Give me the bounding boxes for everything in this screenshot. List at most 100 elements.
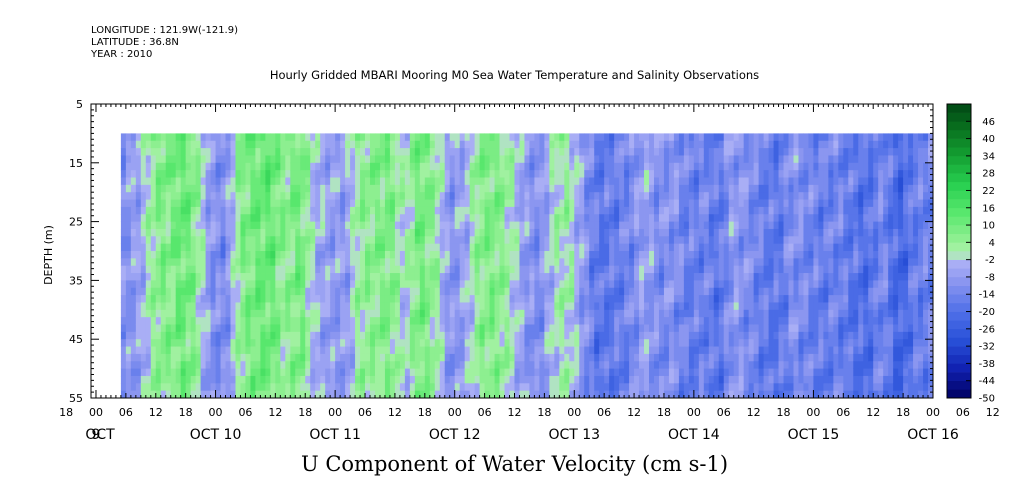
heatmap-cell	[604, 346, 610, 355]
heatmap-cell	[240, 251, 246, 259]
heatmap-cell	[275, 353, 281, 362]
heatmap-cell	[549, 273, 555, 281]
heatmap-cell	[315, 346, 321, 355]
heatmap-cell	[200, 280, 206, 289]
heatmap-cell	[225, 133, 231, 142]
heatmap-cell	[220, 221, 226, 230]
heatmap-cell	[718, 140, 725, 149]
heatmap-cell	[454, 251, 461, 259]
heatmap-cell	[205, 331, 211, 340]
heatmap-cell	[200, 324, 206, 333]
heatmap-cell	[409, 280, 416, 289]
heatmap-cell	[474, 251, 481, 259]
heatmap-cell	[783, 170, 789, 178]
heatmap-cell	[444, 390, 451, 399]
heatmap-cell	[544, 390, 550, 399]
heatmap-cell	[634, 273, 640, 281]
heatmap-cell	[653, 184, 660, 193]
heatmap-cell	[594, 265, 600, 274]
heatmap-cell	[629, 199, 635, 208]
heatmap-cell	[370, 170, 376, 178]
heatmap-cell	[544, 155, 550, 164]
heatmap-cell	[379, 265, 386, 274]
heatmap-cell	[663, 339, 670, 347]
heatmap-cell	[803, 324, 809, 333]
heatmap-cell	[190, 206, 197, 215]
heatmap-cell	[474, 162, 481, 171]
heatmap-cell	[350, 339, 356, 347]
heatmap-cell	[738, 280, 745, 289]
heatmap-cell	[350, 155, 356, 164]
heatmap-cell	[494, 383, 500, 392]
heatmap-cell	[409, 287, 416, 296]
heatmap-cell	[649, 155, 655, 164]
heatmap-cell	[763, 346, 769, 355]
heatmap-cell	[728, 214, 735, 222]
heatmap-cell	[315, 258, 321, 267]
heatmap-cell	[579, 309, 585, 318]
heatmap-cell	[509, 280, 515, 289]
heatmap-cell	[160, 295, 167, 303]
heatmap-cell	[125, 339, 132, 347]
heatmap-cell	[783, 265, 789, 274]
heatmap-cell	[683, 206, 690, 215]
heatmap-cell	[215, 206, 221, 215]
heatmap-cell	[399, 317, 406, 325]
heatmap-cell	[310, 199, 316, 208]
heatmap-cell	[499, 133, 505, 142]
heatmap-cell	[673, 184, 680, 193]
heatmap-cell	[539, 192, 545, 200]
heatmap-cell	[384, 162, 391, 171]
heatmap-cell	[753, 383, 760, 392]
heatmap-cell	[300, 383, 306, 392]
heatmap-cell	[629, 375, 635, 384]
heatmap-cell	[355, 324, 361, 333]
heatmap-cell	[668, 273, 675, 281]
heatmap-cell	[190, 170, 197, 178]
heatmap-cell	[639, 317, 645, 325]
heatmap-cell	[469, 324, 476, 333]
heatmap-cell	[609, 361, 615, 369]
heatmap-cell	[345, 287, 351, 296]
heatmap-cell	[763, 192, 769, 200]
heatmap-cell	[454, 346, 461, 355]
heatmap-cell	[360, 251, 366, 259]
heatmap-cell	[798, 155, 804, 164]
heatmap-cell	[255, 243, 261, 252]
heatmap-cell	[703, 383, 710, 392]
heatmap-cell	[444, 140, 451, 149]
heatmap-cell	[429, 273, 436, 281]
heatmap-cell	[135, 206, 142, 215]
heatmap-cell	[753, 346, 760, 355]
heatmap-cell	[130, 236, 137, 245]
heatmap-cell	[270, 148, 276, 156]
heatmap-cell	[479, 287, 485, 296]
heatmap-cell	[788, 177, 794, 186]
heatmap-cell	[414, 170, 421, 178]
heatmap-cell	[444, 236, 451, 245]
heatmap-cell	[260, 339, 266, 347]
heatmap-cell	[394, 199, 401, 208]
heatmap-cell	[180, 199, 187, 208]
heatmap-cell	[409, 133, 416, 142]
heatmap-cell	[708, 184, 715, 193]
heatmap-cell	[783, 148, 789, 156]
heatmap-cell	[534, 361, 540, 369]
heatmap-cell	[464, 170, 471, 178]
heatmap-cell	[668, 133, 675, 142]
heatmap-cell	[360, 206, 366, 215]
heatmap-cell	[185, 390, 192, 399]
heatmap-cell	[454, 273, 461, 281]
heatmap-cell	[414, 177, 421, 186]
heatmap-cell	[738, 317, 745, 325]
heatmap-cell	[708, 251, 715, 259]
heatmap-cell	[120, 390, 127, 399]
heatmap-cell	[215, 162, 221, 171]
heatmap-cell	[414, 368, 421, 377]
heatmap-cell	[235, 214, 241, 222]
heatmap-cell	[464, 177, 471, 186]
heatmap-cell	[604, 258, 610, 267]
heatmap-cell	[155, 339, 162, 347]
heatmap-cell	[484, 317, 490, 325]
heatmap-cell	[678, 390, 685, 399]
